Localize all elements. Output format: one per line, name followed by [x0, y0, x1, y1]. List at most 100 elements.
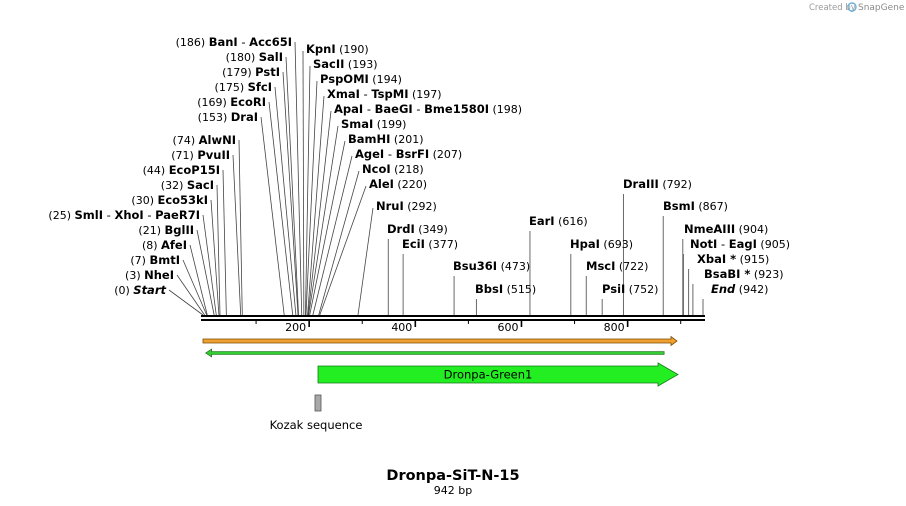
leader-line-bglii — [196, 229, 215, 316]
site-name-bglii: BglII — [165, 223, 195, 237]
site-label-drdi[interactable]: DrdI (349) — [387, 222, 448, 236]
site-label-pvuii[interactable]: (71) PvuII — [171, 148, 230, 162]
site-label-sali[interactable]: (180) SalI — [226, 50, 283, 64]
leader-line-eco53ki — [210, 199, 220, 316]
backbone-top-strand — [201, 315, 705, 317]
dronpa-green1-label: Dronpa-Green1 — [444, 368, 533, 382]
site-label-ecori[interactable]: (169) EcoRI — [197, 95, 266, 109]
site-pos-afei: (8) — [142, 239, 161, 252]
site-name-end: End — [711, 282, 736, 296]
site-label-afei[interactable]: (8) AfeI — [142, 238, 187, 252]
site-name-xmai: XmaI — [327, 87, 360, 101]
site-pos-ncoi: (218) — [391, 163, 424, 176]
site-separator: - — [103, 208, 114, 222]
site-label-eari[interactable]: EarI (616) — [529, 214, 588, 228]
site-label-nhei[interactable]: (3) NheI — [125, 268, 174, 282]
site-label-smai[interactable]: SmaI (199) — [341, 117, 406, 131]
site-label-bsu36i[interactable]: Bsu36I (473) — [453, 259, 530, 273]
site-label-kpni[interactable]: KpnI (190) — [306, 42, 369, 56]
site-label-sfci[interactable]: (175) SfcI — [215, 80, 272, 94]
site-name-sacii: SacII — [313, 57, 344, 71]
bp-ruler: 200 400 600 800 — [255, 321, 682, 334]
site-name-draiii: DraIII — [623, 177, 659, 191]
site-pos-smli: (25) — [48, 209, 74, 222]
site-label-pspomi[interactable]: PspOMI (194) — [320, 72, 402, 86]
site-label-drai[interactable]: (153) DraI — [198, 110, 258, 124]
site-name-nmeaiii: NmeAIII — [684, 222, 735, 236]
site-label-bglii[interactable]: (21) BglII — [138, 223, 194, 237]
site-label-ncoi[interactable]: NcoI (218) — [362, 162, 424, 176]
site-label-xmai[interactable]: XmaI - TspMI (197) — [327, 87, 442, 101]
site-label-end[interactable]: End (942) — [711, 282, 768, 296]
site-label-psii[interactable]: PsiI (752) — [602, 282, 658, 296]
site-label-sacii[interactable]: SacII (193) — [313, 57, 378, 71]
site-label-bsmi[interactable]: BsmI (867) — [663, 199, 728, 213]
site-name-saci: SacI — [187, 178, 214, 192]
snapgene-credit: Created by SnapGene — [809, 2, 905, 13]
site-name-drai: DraI — [231, 110, 258, 124]
site-pos-bglii: (21) — [138, 224, 164, 237]
site-label-start[interactable]: (0) Start — [114, 283, 166, 297]
site-label-psti[interactable]: (179) PstI — [222, 65, 280, 79]
dronpa-green1-arrow[interactable] — [317, 362, 679, 387]
site-label-saci[interactable]: (32) SacI — [161, 178, 214, 192]
site-pos-msci: (722) — [615, 260, 648, 273]
site-pos-psti: (179) — [222, 66, 255, 79]
site-label-bamhi[interactable]: BamHI (201) — [348, 132, 424, 146]
site-pos-bbsi: (515) — [503, 283, 536, 296]
site-separator: - — [717, 237, 728, 251]
site-label-apai[interactable]: ApaI - BaeGI - Bme1580I (198) — [334, 102, 522, 116]
site-label-nmeaiii[interactable]: NmeAIII (904) — [684, 222, 768, 236]
site-pos-bamhi: (201) — [390, 133, 423, 146]
site-pos-saci: (32) — [161, 179, 187, 192]
site-label-alwni[interactable]: (74) AlwNI — [173, 133, 236, 147]
site-pos-noti: (905) — [757, 238, 790, 251]
tick-label-800: 800 — [604, 321, 625, 334]
dna-backbone — [201, 315, 705, 321]
site-label-bani[interactable]: (186) BanI - Acc65I — [176, 35, 292, 49]
site-label-ecii[interactable]: EciI (377) — [402, 237, 458, 251]
tick-label-400: 400 — [391, 321, 412, 334]
site-name-bmti: BmtI — [149, 253, 180, 267]
site-label-eco53ki[interactable]: (30) Eco53kI — [131, 193, 208, 207]
site-label-hpai[interactable]: HpaI (693) — [570, 237, 633, 251]
site-label-draiii[interactable]: DraIII (792) — [623, 177, 692, 191]
site-name-agei: AgeI — [355, 147, 384, 161]
site-label-noti[interactable]: NotI - EagI (905) — [690, 237, 790, 251]
site-label-ecop15i[interactable]: (44) EcoP15I — [143, 163, 220, 177]
site-name-sfci: SfcI — [248, 80, 272, 94]
site-label-alei[interactable]: AleI (220) — [369, 177, 427, 191]
site-pos-nmeaiii: (904) — [735, 223, 768, 236]
kozak-sequence-box[interactable] — [314, 394, 322, 412]
site-label-agei[interactable]: AgeI - BsrFI (207) — [355, 147, 462, 161]
site-pos-agei: (207) — [429, 148, 462, 161]
leader-line-sacii — [305, 65, 311, 316]
site-name-eco53ki: Eco53kI — [157, 193, 208, 207]
site-leader-lines — [168, 41, 704, 316]
leader-line-bani — [294, 41, 303, 316]
site-label-xbai[interactable]: XbaI * (915) — [697, 252, 769, 266]
site-label-bsabi[interactable]: BsaBI * (923) — [704, 267, 784, 281]
site-name-msci: MscI — [586, 259, 615, 273]
site-label-bbsi[interactable]: BbsI (515) — [475, 282, 536, 296]
site-name-apai: ApaI — [334, 102, 363, 116]
site-label-nrui[interactable]: NruI (292) — [376, 199, 437, 213]
site-separator: - — [363, 102, 374, 116]
leader-line-drai — [260, 116, 285, 316]
leader-line-agei — [312, 155, 353, 316]
site-label-msci[interactable]: MscI (722) — [586, 259, 648, 273]
site-name-bbsi: BbsI — [475, 282, 503, 296]
leader-line-afei — [189, 244, 208, 316]
site-pos-eari: (616) — [555, 215, 588, 228]
site-pos-draiii: (792) — [659, 178, 692, 191]
site-pos-nhei: (3) — [125, 269, 144, 282]
leader-line-ecop15i — [222, 169, 227, 316]
site-label-bmti[interactable]: (7) BmtI — [130, 253, 180, 267]
site-name-hpai: HpaI — [570, 237, 600, 251]
site-label-smli[interactable]: (25) SmlI - XhoI - PaeR7I — [48, 208, 200, 222]
site-pos-bsu36i: (473) — [497, 260, 530, 273]
site-name-ecop15i: EcoP15I — [169, 163, 220, 177]
backbone-bottom-strand — [201, 319, 705, 321]
site-name-bani: BanI — [209, 35, 238, 49]
site-pos-apai: (198) — [489, 103, 522, 116]
